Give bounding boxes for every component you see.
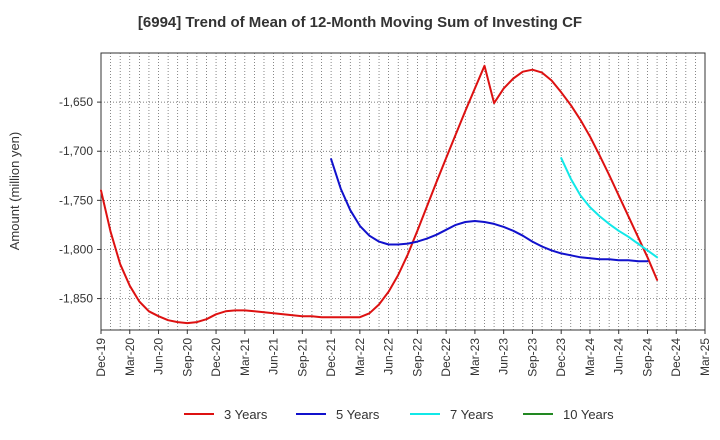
x-axis-ticks: Dec-19 Mar-20 Jun-20 Sep-20 Dec-20 Mar-21 Jun-… [94,330,712,377]
legend-label-5-years: 5 Years [336,407,380,422]
x-tick-label: Jun-22 [382,338,396,375]
plot-area [100,52,706,331]
x-tick-label: Mar-24 [583,338,597,376]
x-tick-label: Jun-24 [612,338,626,375]
x-tick-label: Mar-22 [353,338,367,376]
x-tick-label: Jun-20 [152,338,166,375]
x-tick-label: Sep-22 [410,338,424,377]
legend: 3 Years 5 Years 7 Years 10 Years [184,407,614,422]
x-tick-label: Dec-23 [554,338,568,377]
grid [101,53,705,330]
legend-label-3-years: 3 Years [224,407,268,422]
chart-title: [6994] Trend of Mean of 12-Month Moving … [138,14,582,31]
series-line-3-years [100,64,659,325]
x-tick-label: Mar-25 [698,338,712,376]
legend-label-10-years: 10 Years [563,407,614,422]
x-tick-label: Dec-20 [209,338,223,377]
x-tick-label: Jun-23 [497,338,511,375]
x-tick-label: Mar-20 [123,338,137,376]
x-tick-label: Sep-20 [180,338,194,377]
y-tick-label: -1,750 [59,193,93,207]
x-tick-label: Mar-23 [468,338,482,376]
x-tick-label: Jun-21 [267,338,281,375]
x-tick-label: Dec-19 [94,338,108,377]
x-tick-label: Dec-22 [439,338,453,377]
x-tick-label: Sep-23 [525,338,539,377]
y-tick-label: -1,700 [59,144,93,158]
y-axis-label: Amount (million yen) [7,132,22,251]
legend-label-7-years: 7 Years [450,407,494,422]
series-layer [100,64,659,325]
x-tick-label: Dec-21 [324,338,338,377]
x-tick-label: Dec-24 [669,338,683,377]
y-tick-label: -1,850 [59,292,93,306]
series-line-5-years [330,158,649,263]
x-tick-label: Sep-24 [640,338,654,377]
series-line-7-years [560,157,659,259]
plot-frame [100,52,706,331]
y-tick-label: -1,650 [59,95,93,109]
y-axis-ticks: -1,650 -1,700 -1,750 -1,800 -1,850 [59,95,101,306]
x-tick-label: Sep-21 [295,338,309,377]
y-tick-label: -1,800 [59,242,93,256]
x-tick-label: Mar-21 [238,338,252,376]
